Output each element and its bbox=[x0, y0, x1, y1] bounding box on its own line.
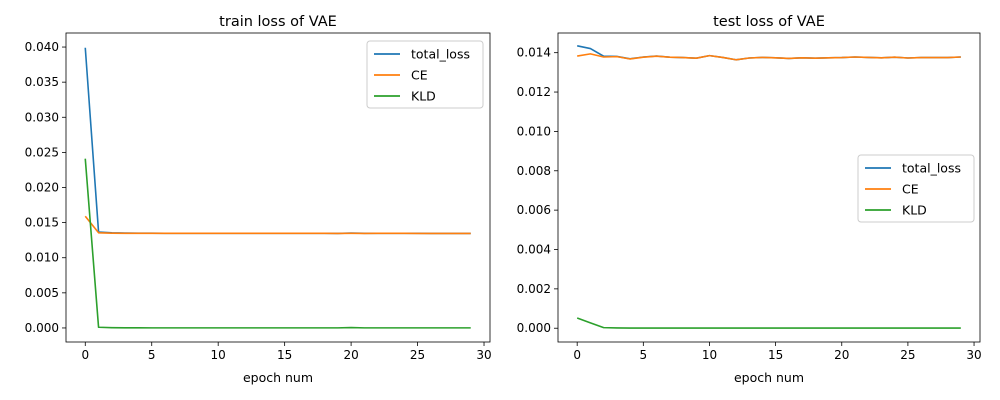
legend-label: CE bbox=[411, 68, 428, 83]
x-tick-label: 15 bbox=[768, 348, 783, 362]
y-tick-label: 0.005 bbox=[25, 286, 59, 300]
x-tick-label: 10 bbox=[702, 348, 717, 362]
legend-label: CE bbox=[902, 182, 919, 197]
y-tick-label: 0.000 bbox=[25, 321, 59, 335]
axes-frame bbox=[557, 32, 981, 343]
legend-label: KLD bbox=[902, 203, 927, 218]
x-tick-label: 25 bbox=[410, 348, 425, 362]
y-tick-label: 0.010 bbox=[517, 124, 551, 138]
y-tick-label: 0.015 bbox=[25, 216, 59, 230]
legend-box bbox=[366, 40, 484, 109]
legend-label: total_loss bbox=[902, 161, 961, 176]
x-tick-label: 30 bbox=[476, 348, 491, 362]
x-tick-label: 0 bbox=[573, 348, 581, 362]
subplot-2: test loss of VAE 0 5 10 15 20 25 30 0.000 0.002 0.… bbox=[517, 14, 982, 385]
x-tick-label: 0 bbox=[81, 348, 89, 362]
x-tick-label: 20 bbox=[834, 348, 849, 362]
legend-label: total_loss bbox=[411, 47, 470, 62]
chart-title: test loss of VAE bbox=[713, 14, 825, 30]
series-line-kld bbox=[84, 158, 471, 329]
x-tick-label: 25 bbox=[900, 348, 915, 362]
y-tick-label: 0.025 bbox=[25, 145, 59, 159]
y-tick-label: 0.040 bbox=[25, 40, 59, 54]
x-axis-label: epoch num bbox=[243, 370, 313, 385]
x-tick-label: 5 bbox=[640, 348, 648, 362]
y-tick-label: 0.012 bbox=[517, 85, 551, 99]
series-line-ce bbox=[577, 53, 961, 61]
series-line-ce bbox=[84, 215, 471, 235]
chart-title: train loss of VAE bbox=[219, 14, 337, 30]
legend-box bbox=[857, 154, 975, 223]
x-tick-label: 10 bbox=[211, 348, 226, 362]
y-tick-label: 0.000 bbox=[517, 321, 551, 335]
y-tick-label: 0.030 bbox=[25, 110, 59, 124]
legend-label: KLD bbox=[411, 89, 436, 104]
y-tick-label: 0.014 bbox=[517, 46, 551, 60]
y-tick-label: 0.035 bbox=[25, 75, 59, 89]
y-tick-label: 0.010 bbox=[25, 251, 59, 265]
x-tick-label: 5 bbox=[148, 348, 156, 362]
y-tick-label: 0.008 bbox=[517, 164, 551, 178]
subplot-1: train loss of VAE 0 5 10 15 20 25 30 0.000 0.005 0… bbox=[25, 14, 492, 385]
y-tick-label: 0.006 bbox=[517, 203, 551, 217]
x-tick-label: 15 bbox=[277, 348, 292, 362]
x-tick-label: 30 bbox=[966, 348, 981, 362]
y-tick-label: 0.020 bbox=[25, 181, 59, 195]
legend: total_loss CE KLD bbox=[366, 40, 484, 109]
x-axis-label: epoch num bbox=[734, 370, 804, 385]
legend: total_loss CE KLD bbox=[857, 154, 975, 223]
y-tick-label: 0.002 bbox=[517, 282, 551, 296]
series-line-kld bbox=[576, 317, 961, 329]
x-tick-label: 20 bbox=[343, 348, 358, 362]
axes-frame bbox=[65, 32, 491, 343]
y-tick-label: 0.004 bbox=[517, 242, 551, 256]
